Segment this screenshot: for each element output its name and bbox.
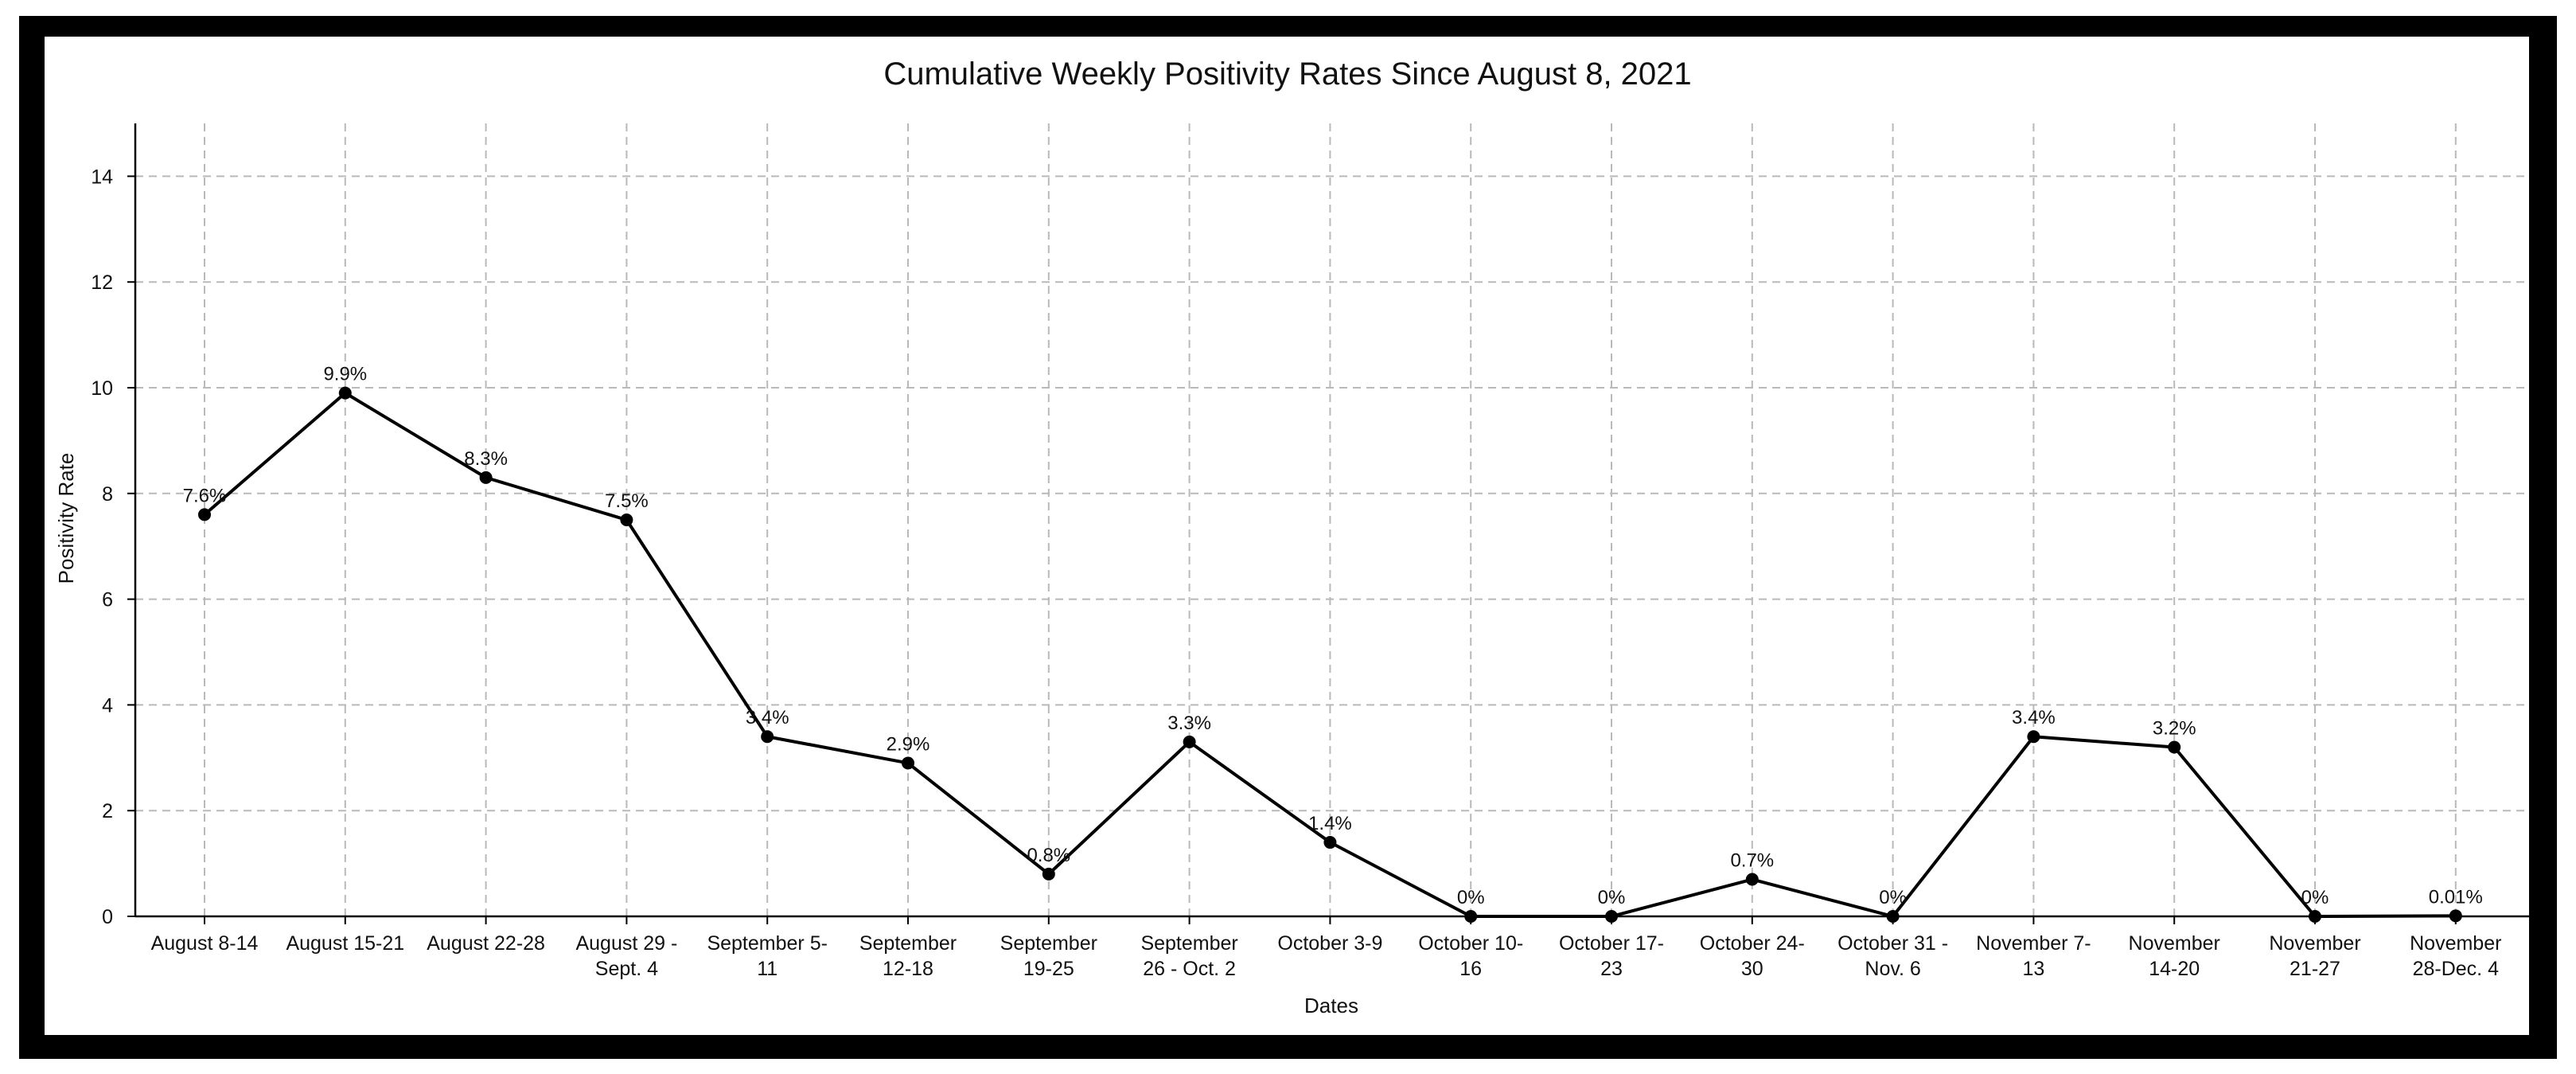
data-label: 2.9% bbox=[887, 733, 930, 755]
data-label: 7.6% bbox=[183, 485, 227, 506]
x-tick-label: November 21-27 bbox=[2269, 932, 2360, 980]
data-label: 0% bbox=[1598, 887, 1626, 908]
x-tick-label: October 3-9 bbox=[1277, 932, 1382, 955]
x-tick-label: August 8-14 bbox=[151, 932, 259, 955]
y-tick-label: 14 bbox=[91, 166, 113, 188]
data-point bbox=[479, 471, 493, 484]
x-tick-label: September 5-11 bbox=[707, 932, 827, 980]
y-tick-label: 2 bbox=[102, 800, 113, 822]
data-label: 0% bbox=[2301, 887, 2329, 908]
x-tick-label: October 10-16 bbox=[1418, 932, 1523, 980]
chart-title: Cumulative Weekly Positivity Rates Since… bbox=[883, 57, 1691, 92]
data-point bbox=[1886, 910, 1900, 923]
data-label: 0.7% bbox=[1730, 850, 1774, 872]
chart-card bbox=[45, 37, 2529, 1035]
x-tick-label: November 14-20 bbox=[2129, 932, 2220, 980]
data-label: 3.4% bbox=[2012, 707, 2056, 728]
x-tick-label: August 29 -Sept. 4 bbox=[575, 932, 677, 980]
data-point bbox=[1464, 910, 1478, 923]
data-point bbox=[2168, 740, 2181, 754]
x-tick-label: November 28-Dec. 4 bbox=[2410, 932, 2501, 980]
data-label: 9.9% bbox=[323, 364, 367, 385]
data-label: 7.5% bbox=[605, 490, 649, 512]
x-tick-label: September 12-18 bbox=[859, 932, 957, 980]
y-tick-label: 4 bbox=[102, 694, 113, 717]
x-tick-label: August 15-21 bbox=[286, 932, 404, 955]
data-point bbox=[1323, 836, 1337, 849]
x-tick-label: October 17-23 bbox=[1559, 932, 1664, 980]
data-label: 0% bbox=[1879, 887, 1907, 908]
data-labels: 7.6% 9.9% 8.3% 7.5% 3.4% 2.9% 0.8% 3.3% 1.4% 0% 0%… bbox=[183, 364, 2483, 908]
x-tick-label: August 22-28 bbox=[427, 932, 545, 955]
x-tick-label: September 19-25 bbox=[1000, 932, 1097, 980]
data-label: 3.4% bbox=[746, 707, 789, 728]
axes: 0 2 4 6 8 10 12 14 August 8-14 August 15-21 August… bbox=[91, 123, 2529, 980]
data-label: 1.4% bbox=[1308, 813, 1352, 834]
data-point bbox=[338, 386, 352, 400]
data-label: 0.8% bbox=[1027, 845, 1070, 866]
data-point bbox=[1745, 873, 1759, 886]
x-tick-label: October 24-30 bbox=[1700, 932, 1805, 980]
series bbox=[198, 386, 2462, 923]
data-point bbox=[1183, 735, 1196, 748]
data-point bbox=[761, 730, 774, 744]
data-label: 3.3% bbox=[1167, 713, 1211, 734]
data-point bbox=[902, 756, 914, 770]
y-tick-label: 6 bbox=[102, 589, 113, 611]
y-tick-label: 12 bbox=[91, 271, 113, 294]
data-point bbox=[198, 508, 211, 521]
data-label: 0.01% bbox=[2429, 886, 2483, 908]
y-axis-title: Positivity Rate bbox=[54, 453, 78, 584]
x-tick-label: September 26 - Oct. 2 bbox=[1140, 932, 1237, 980]
data-point bbox=[2309, 910, 2321, 923]
data-point bbox=[1042, 867, 1055, 881]
data-label: 3.2% bbox=[2153, 718, 2196, 740]
x-tick-label: November 7-13 bbox=[1976, 932, 2091, 980]
grid bbox=[135, 123, 2529, 916]
y-tick-label: 10 bbox=[91, 377, 113, 400]
data-point bbox=[2449, 909, 2462, 923]
x-tick-label: October 31 -Nov. 6 bbox=[1837, 932, 1948, 980]
data-label: 8.3% bbox=[464, 448, 508, 470]
y-tick-label: 0 bbox=[102, 906, 113, 928]
y-tick-label: 8 bbox=[102, 483, 113, 506]
data-point bbox=[620, 514, 633, 526]
data-point bbox=[2027, 730, 2040, 744]
data-point bbox=[1605, 910, 1618, 923]
data-label: 0% bbox=[1457, 887, 1485, 908]
x-axis-title: Dates bbox=[1304, 994, 1358, 1017]
